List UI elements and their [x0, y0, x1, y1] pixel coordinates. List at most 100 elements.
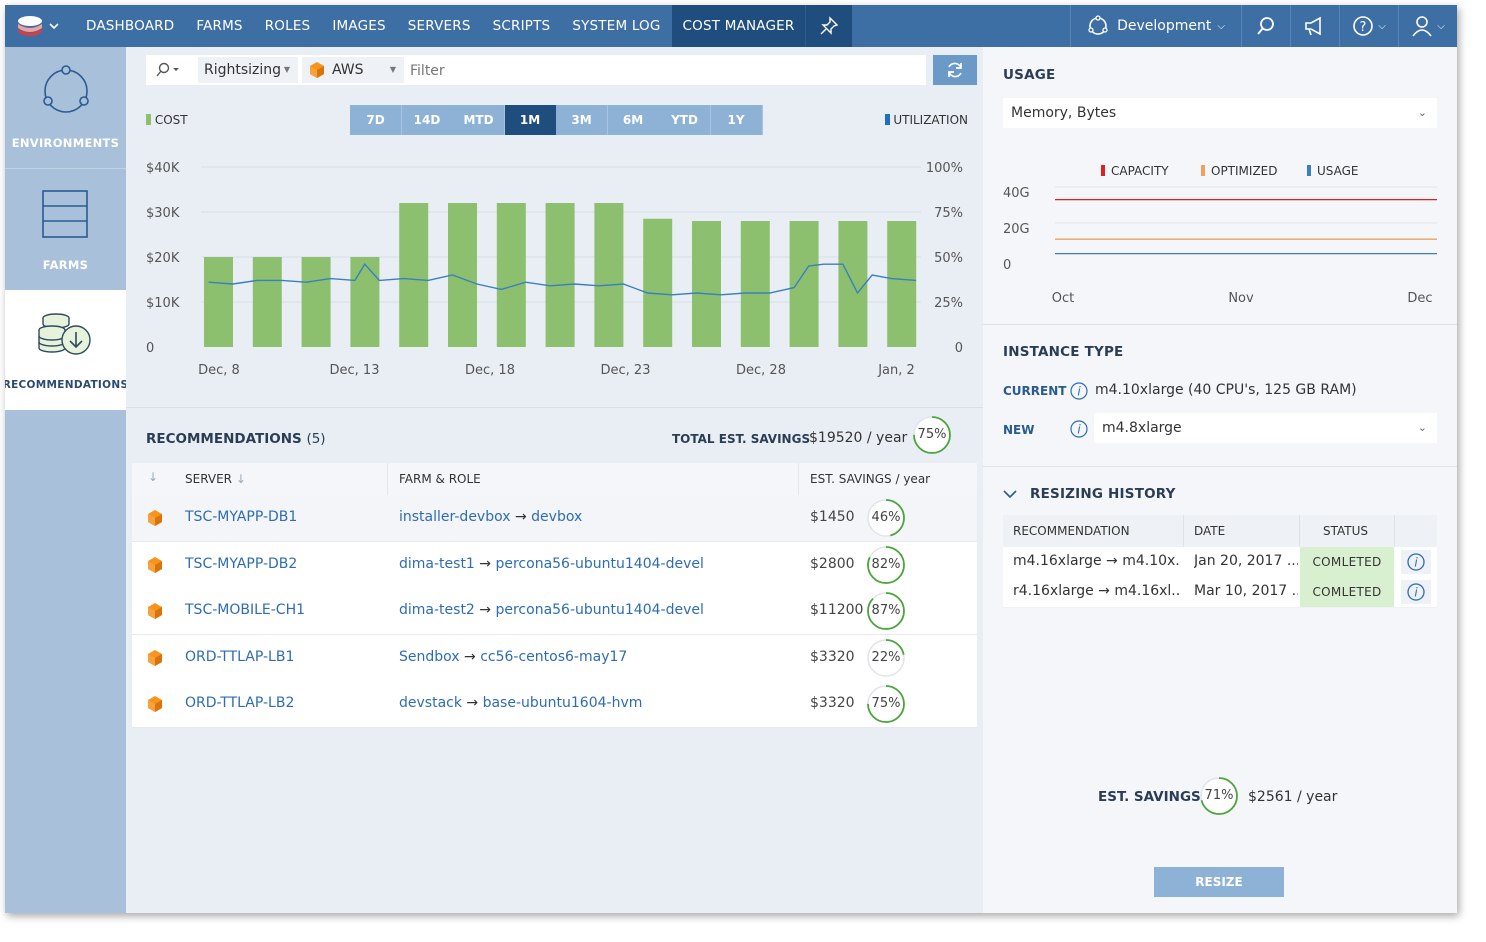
sidebar-label-environments: ENVIRONMENTS — [11, 136, 120, 150]
y-tick-left: $10K — [146, 296, 180, 311]
farm-link[interactable]: dima-test1 — [399, 555, 475, 572]
environment-switcher[interactable]: Development ⌵ — [1070, 5, 1241, 47]
tab-mtd[interactable]: MTD — [453, 105, 505, 135]
filter-input[interactable] — [408, 58, 912, 84]
sidebar-item-recommendations[interactable]: RECOMMENDATIONS — [5, 290, 128, 410]
search-mode-button[interactable] — [146, 55, 190, 85]
table-row[interactable]: ORD-TTLAP-LB1 Sendbox → cc56-centos6-may1… — [132, 634, 977, 682]
environment-icon — [1088, 15, 1108, 35]
help-button[interactable]: ? ⌵ — [1339, 5, 1398, 47]
pin-button[interactable] — [805, 5, 853, 47]
farm-link[interactable]: installer-devbox — [399, 509, 511, 525]
cost-bar — [252, 257, 282, 347]
pin-icon — [820, 16, 839, 35]
column-status[interactable]: STATUS — [1323, 524, 1369, 538]
savings-ring: 46% — [866, 498, 906, 538]
recommendations-header: RECOMMENDATIONS (5) TOTAL EST. SAVINGS $… — [126, 409, 983, 461]
usage-legend-label: USAGE — [1317, 164, 1359, 178]
new-instance-select[interactable]: m4.8xlarge ⌄ — [1094, 413, 1437, 443]
history-row: r4.16xlarge → m4.16xl... Mar 10, 2017 ...… — [1003, 577, 1437, 608]
history-date: Mar 10, 2017 ... — [1194, 583, 1298, 599]
est-savings-value: $2561 / year — [1248, 789, 1338, 805]
history-info-button[interactable]: i — [1401, 580, 1431, 604]
column-divider — [1299, 515, 1300, 547]
refresh-button[interactable] — [933, 55, 977, 85]
resize-button[interactable]: RESIZE — [1154, 867, 1284, 897]
ring-progress — [913, 416, 951, 454]
x-tick: Dec, 13 — [330, 363, 380, 378]
nav-item-images[interactable]: IMAGES — [332, 18, 386, 34]
nav-item-scripts[interactable]: SCRIPTS — [492, 18, 551, 34]
column-divider — [1183, 515, 1184, 547]
app-logo-menu[interactable] — [5, 5, 71, 47]
usage-metric-value: Memory, Bytes — [1011, 105, 1117, 121]
sidebar-divider — [5, 168, 126, 169]
aws-instance-icon — [148, 696, 162, 712]
refresh-icon — [948, 62, 962, 78]
column-date[interactable]: DATE — [1194, 524, 1226, 538]
tab-7d[interactable]: 7D — [350, 105, 402, 135]
table-row[interactable]: TSC-MOBILE-CH1 dima-test2 → percona56-ubu… — [132, 588, 977, 635]
table-row[interactable]: ORD-TTLAP-LB2 devstack → base-ubuntu1604-… — [132, 681, 977, 728]
info-icon[interactable]: i — [1070, 420, 1088, 438]
farm-link[interactable]: Sendbox — [399, 648, 460, 665]
search-button[interactable] — [1241, 5, 1290, 47]
nav-item-system-log[interactable]: SYSTEM LOG — [572, 18, 661, 34]
new-instance-value: m4.8xlarge — [1102, 420, 1182, 436]
tab-1y[interactable]: 1Y — [710, 105, 763, 135]
cost-bar — [496, 203, 526, 347]
role-link[interactable]: cc56-centos6-may17 — [480, 648, 628, 665]
role-link[interactable]: devbox — [531, 509, 583, 525]
farm-link[interactable]: devstack — [399, 695, 462, 711]
farms-icon — [41, 190, 88, 238]
column-recommendation[interactable]: RECOMMENDATION — [1013, 524, 1130, 538]
role-link[interactable]: percona56-ubuntu1404-devel — [495, 555, 704, 572]
history-info-button[interactable]: i — [1401, 550, 1431, 574]
server-link[interactable]: TSC-MOBILE-CH1 — [185, 602, 306, 618]
tab-14d[interactable]: 14D — [401, 105, 454, 135]
search-icon — [156, 62, 179, 77]
column-divider — [798, 463, 799, 495]
nav-item-cost-manager[interactable]: COST MANAGER — [671, 5, 806, 47]
role-link[interactable]: percona56-ubuntu1404-devel — [495, 602, 704, 618]
table-row[interactable]: TSC-MYAPP-DB2 dima-test1 → percona56-ubun… — [132, 541, 977, 589]
sidebar-item-farms[interactable]: FARMS — [5, 169, 126, 289]
total-savings-ring: 75% — [912, 415, 952, 455]
y-tick-left: $30K — [146, 206, 180, 221]
column-server[interactable]: SERVER ↓ — [185, 472, 246, 486]
info-icon: i — [1407, 583, 1425, 601]
y-tick-left: 0 — [146, 341, 154, 356]
user-menu-button[interactable]: ⌵ — [1398, 5, 1457, 47]
utilization-legend-swatch — [884, 114, 890, 125]
usage-y-tick: 40G — [1003, 186, 1030, 201]
aws-instance-icon — [148, 649, 162, 666]
cloud-dropdown[interactable]: AWS ▼ — [302, 57, 404, 83]
column-farm-role[interactable]: FARM & ROLE — [399, 472, 481, 486]
nav-item-servers[interactable]: SERVERS — [407, 18, 471, 34]
server-link[interactable]: TSC-MYAPP-DB1 — [185, 509, 298, 525]
nav-item-dashboard[interactable]: DASHBOARD — [86, 18, 175, 34]
savings-ring: 75% — [866, 684, 906, 724]
tab-1m[interactable]: 1M — [504, 105, 557, 135]
farm-link[interactable]: dima-test2 — [399, 602, 475, 618]
column-savings[interactable]: EST. SAVINGS / year — [810, 472, 931, 486]
role-link[interactable]: base-ubuntu1604-hvm — [482, 695, 643, 711]
info-icon[interactable]: i — [1070, 382, 1088, 400]
nav-item-farms[interactable]: FARMS — [196, 18, 243, 34]
server-link[interactable]: ORD-TTLAP-LB2 — [185, 695, 295, 711]
tab-ytd[interactable]: YTD — [659, 105, 711, 135]
tab-6m[interactable]: 6M — [607, 105, 660, 135]
announcements-button[interactable] — [1290, 5, 1339, 47]
server-link[interactable]: TSC-MYAPP-DB2 — [185, 555, 298, 572]
svg-text:i: i — [1414, 556, 1418, 570]
server-link[interactable]: ORD-TTLAP-LB1 — [185, 648, 295, 665]
tab-3m[interactable]: 3M — [556, 105, 608, 135]
x-tick: Dec, 23 — [601, 363, 651, 378]
table-row[interactable]: TSC-MYAPP-DB1 installer-devbox → devbox $1… — [132, 495, 977, 542]
sidebar-item-environments[interactable]: ENVIRONMENTS — [5, 47, 126, 167]
nav-item-roles[interactable]: ROLES — [264, 18, 311, 34]
mode-dropdown[interactable]: Rightsizing ▼ — [198, 57, 298, 83]
sort-arrow-icon[interactable]: ↓ — [148, 470, 159, 484]
usage-metric-select[interactable]: Memory, Bytes ⌄ — [1003, 98, 1437, 128]
ring-progress — [867, 638, 905, 677]
